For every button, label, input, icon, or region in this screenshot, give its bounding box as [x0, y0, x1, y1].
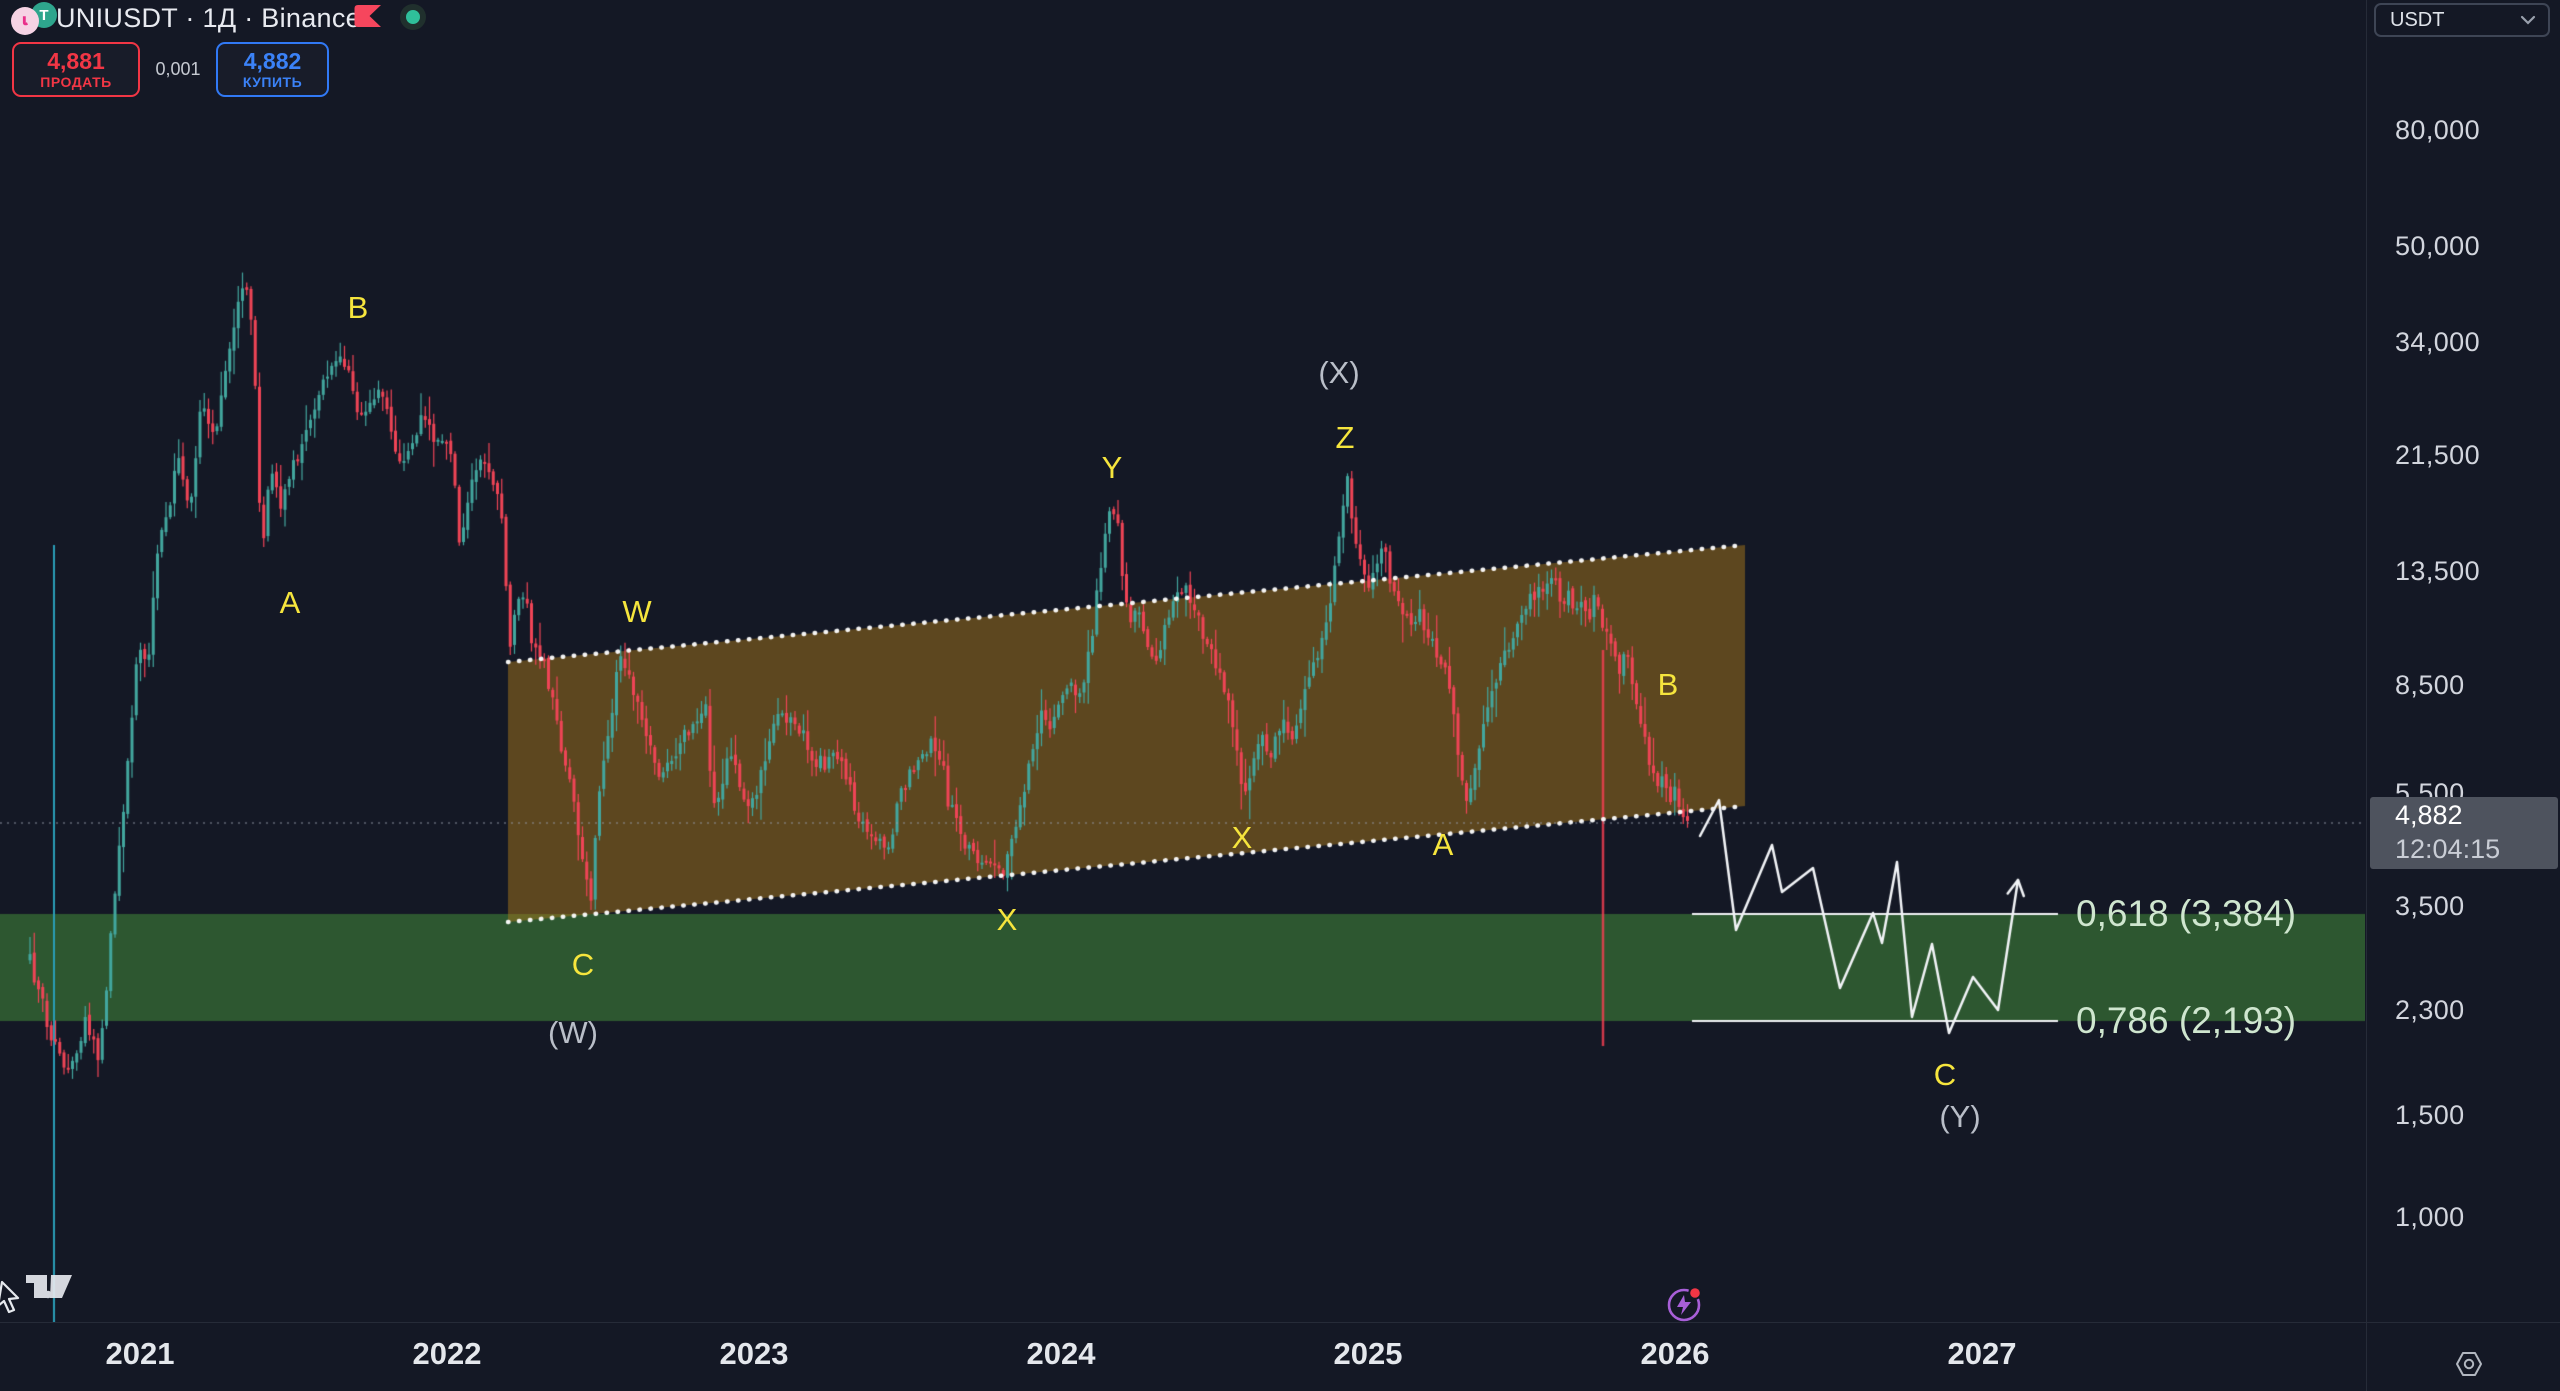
mouse-cursor-icon: [0, 1280, 20, 1314]
wave-label[interactable]: B: [347, 290, 369, 325]
sell-label: ПРОДАТЬ: [40, 73, 112, 90]
hexnut-settings-icon[interactable]: [2453, 1348, 2485, 1380]
currency-dropdown-value: USDT: [2390, 8, 2445, 31]
market-status-dot-icon[interactable]: [400, 4, 426, 30]
chevron-down-icon: [2520, 15, 2536, 25]
sell-button[interactable]: 4,881 ПРОДАТЬ: [12, 42, 140, 97]
year-tick: 2022: [412, 1336, 482, 1371]
current-price-value: 4,882: [2395, 800, 2463, 830]
wave-label[interactable]: B: [1657, 667, 1679, 702]
uniswap-logo-icon: 𝛊: [11, 7, 39, 35]
wave-label[interactable]: W: [622, 594, 652, 629]
sell-price: 4,881: [47, 47, 105, 74]
wave-label[interactable]: (X): [1318, 355, 1360, 390]
red-flag-icon[interactable]: [353, 4, 383, 30]
year-tick: 2021: [105, 1336, 175, 1371]
price-axis[interactable]: USDT 80,000 50,000 34,000 21,500 13,500 8,500…: [2366, 0, 2560, 1391]
lightning-icon[interactable]: [1664, 1284, 1704, 1324]
price-chart-canvas[interactable]: [0, 0, 2365, 1322]
year-tick: 2026: [1640, 1336, 1710, 1371]
wave-label[interactable]: X: [1231, 820, 1253, 855]
year-tick: 2027: [1947, 1336, 2017, 1371]
price-tick: 21,500: [2395, 440, 2480, 470]
price-tick: 3,500: [2395, 891, 2465, 921]
price-tick: 80,000: [2395, 115, 2480, 145]
currency-dropdown[interactable]: USDT: [2374, 3, 2550, 37]
price-tick: 1,500: [2395, 1100, 2465, 1130]
spread-value: 0,001: [155, 59, 201, 79]
wave-label[interactable]: X: [996, 902, 1018, 937]
price-tick: 8,500: [2395, 670, 2465, 700]
price-tick: 1,000: [2395, 1202, 2465, 1232]
wave-label[interactable]: Z: [1335, 420, 1355, 455]
buy-label: КУПИТЬ: [242, 73, 303, 90]
wave-label[interactable]: C: [1933, 1057, 1957, 1092]
year-tick: 2024: [1026, 1336, 1096, 1371]
price-tick: 50,000: [2395, 231, 2480, 261]
price-tick: 2,300: [2395, 995, 2465, 1025]
year-tick: 2025: [1333, 1336, 1403, 1371]
wave-label[interactable]: A: [1432, 827, 1454, 862]
wave-label[interactable]: (W): [548, 1015, 598, 1050]
buy-button[interactable]: 4,882 КУПИТЬ: [216, 42, 329, 97]
wave-label[interactable]: A: [279, 585, 301, 620]
year-tick: 2023: [719, 1336, 789, 1371]
buy-price: 4,882: [243, 47, 302, 74]
price-tick: 13,500: [2395, 556, 2480, 586]
tradingview-logo[interactable]: [12, 1268, 74, 1304]
wave-label[interactable]: (Y): [1939, 1099, 1981, 1134]
countdown-timer: 12:04:15: [2395, 834, 2501, 864]
fib-level-label[interactable]: 0,618 (3,384): [2076, 893, 2297, 934]
current-price-badge: 4,882 12:04:15: [2370, 797, 2558, 869]
wave-label[interactable]: Y: [1101, 450, 1123, 485]
wave-label[interactable]: C: [571, 947, 595, 982]
price-tick: 34,000: [2395, 327, 2480, 357]
fib-level-label[interactable]: 0,786 (2,193): [2076, 1000, 2297, 1041]
symbol-title[interactable]: UNIUSDT · 1Д · Binance: [56, 3, 361, 33]
time-axis-separator: [0, 1322, 2560, 1323]
